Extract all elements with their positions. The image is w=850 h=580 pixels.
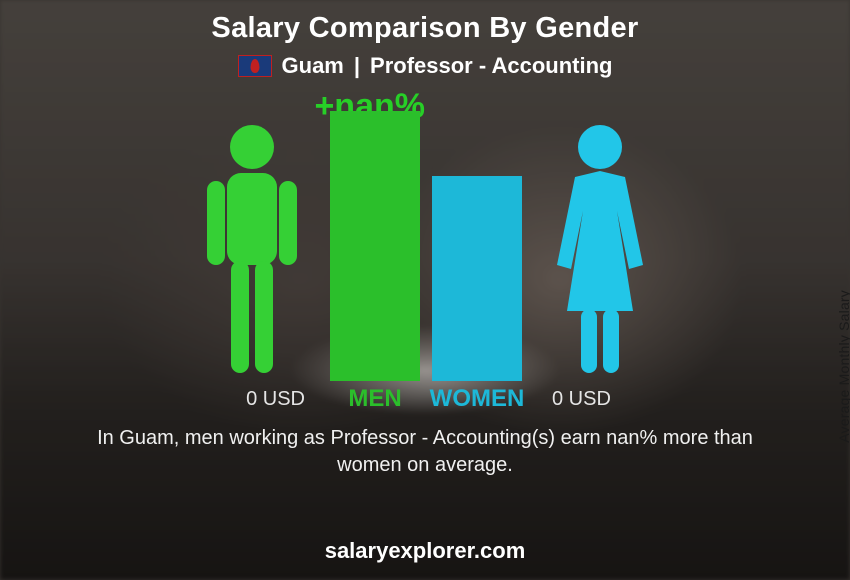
women-salary-value: 0 USD [552,388,652,411]
men-salary-value: 0 USD [205,388,305,411]
location-text: Guam [282,53,344,79]
y-axis-label: Average Monthly Salary [836,290,850,443]
chart-area: +nan% 0 USD MEN WOMEN 0 USD [0,91,850,421]
female-figure-icon [545,121,655,381]
separator: | [354,53,360,79]
description-text: In Guam, men working as Professor - Acco… [0,421,850,479]
content-wrapper: Salary Comparison By Gender Guam | Profe… [0,0,850,580]
male-figure-icon [197,121,307,381]
women-bar [432,176,522,381]
page-title: Salary Comparison By Gender [0,0,850,45]
guam-flag-icon [238,55,272,77]
women-bar-label: WOMEN [417,385,537,413]
footer-brand: salaryexplorer.com [0,538,850,564]
role-text: Professor - Accounting [370,53,612,79]
men-bar [330,111,420,381]
subtitle-row: Guam | Professor - Accounting [0,53,850,79]
